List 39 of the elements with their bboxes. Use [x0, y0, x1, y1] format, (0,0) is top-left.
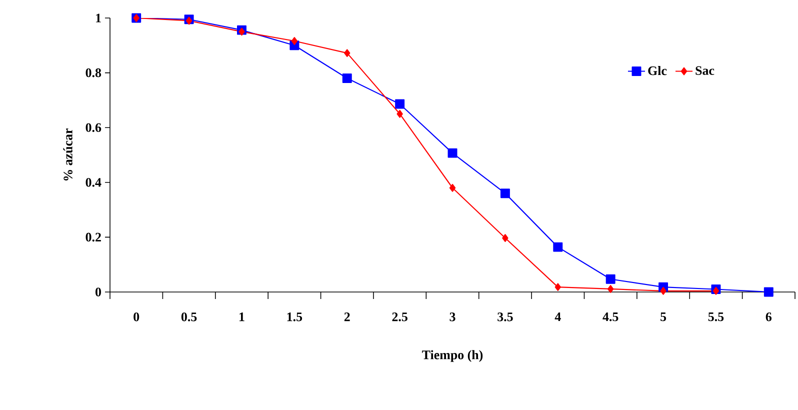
point: [344, 49, 350, 58]
point: [764, 287, 774, 297]
point: [607, 285, 614, 293]
x-tick-label: 6: [766, 312, 772, 322]
point: [500, 188, 510, 198]
x-tick-label: 0.5: [181, 312, 197, 322]
x-tick-label: 3.5: [498, 312, 513, 322]
y-tick-label: 0: [96, 288, 101, 296]
point: [553, 242, 563, 252]
point: [448, 148, 458, 158]
legend-label: Sac: [696, 66, 714, 75]
point: [291, 37, 298, 45]
y-tick-label: 0.8: [86, 68, 102, 78]
x-tick-label: 1: [240, 312, 244, 322]
point: [342, 74, 352, 84]
point: [606, 274, 616, 284]
point: [660, 286, 666, 295]
x-tick-label: 2.5: [392, 312, 408, 322]
point: [238, 28, 245, 36]
x-tick-label: 0: [134, 312, 140, 322]
x-tick-label: 5.5: [708, 312, 724, 322]
y-tick-label: 1: [96, 14, 101, 22]
y-tick-label: 0.2: [86, 232, 101, 242]
x-tick-label: 4.5: [602, 312, 618, 322]
point: [396, 110, 403, 118]
point: [395, 99, 405, 109]
x-tick-label: 4: [554, 312, 561, 322]
point: [449, 184, 456, 192]
x-axis-title: Tiempo (h): [422, 350, 483, 362]
x-tick-label: 3: [450, 312, 456, 322]
x-tick-label: 2: [344, 312, 350, 322]
y-tick-label: 0.6: [86, 123, 102, 132]
legend-label: Glc: [648, 66, 667, 76]
y-tick-label: 0.4: [86, 178, 102, 187]
x-tick-label: 1.5: [287, 312, 302, 322]
point: [554, 283, 561, 292]
x-tick-label: 5: [660, 312, 666, 322]
point: [502, 234, 508, 242]
y-axis-title: % azúcar: [63, 128, 72, 180]
